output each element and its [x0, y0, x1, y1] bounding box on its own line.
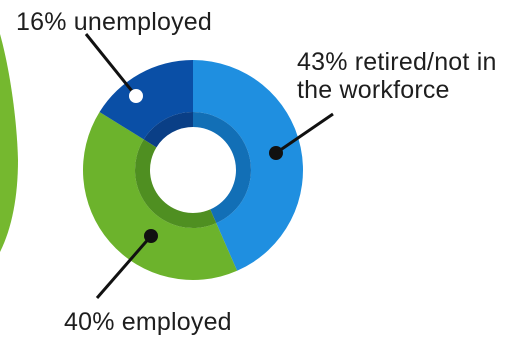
- donut-slice-unemployed: [99, 59, 193, 140]
- leader-line-employed: [95, 235, 153, 299]
- donut-slice-employed: [82, 112, 238, 281]
- leader-line-unemployed: [84, 33, 138, 97]
- slice-label-unemployed: 16% unemployed: [16, 8, 212, 36]
- leader-dot-retired: [269, 146, 283, 160]
- leader-dot-unemployed: [129, 89, 143, 103]
- slice-label-retired: 43% retired/not in the workforce: [297, 48, 497, 104]
- donut-slice-retired: [193, 60, 303, 271]
- leader-line-retired: [275, 112, 334, 155]
- slice-label-employed: 40% employed: [64, 308, 232, 336]
- donut-inner-band-unemployed: [143, 112, 193, 148]
- donut-inner-band-retired: [193, 112, 251, 224]
- donut-center-hole: [152, 129, 234, 211]
- leader-dot-employed: [144, 229, 158, 243]
- donut-inner-band-employed: [135, 139, 217, 228]
